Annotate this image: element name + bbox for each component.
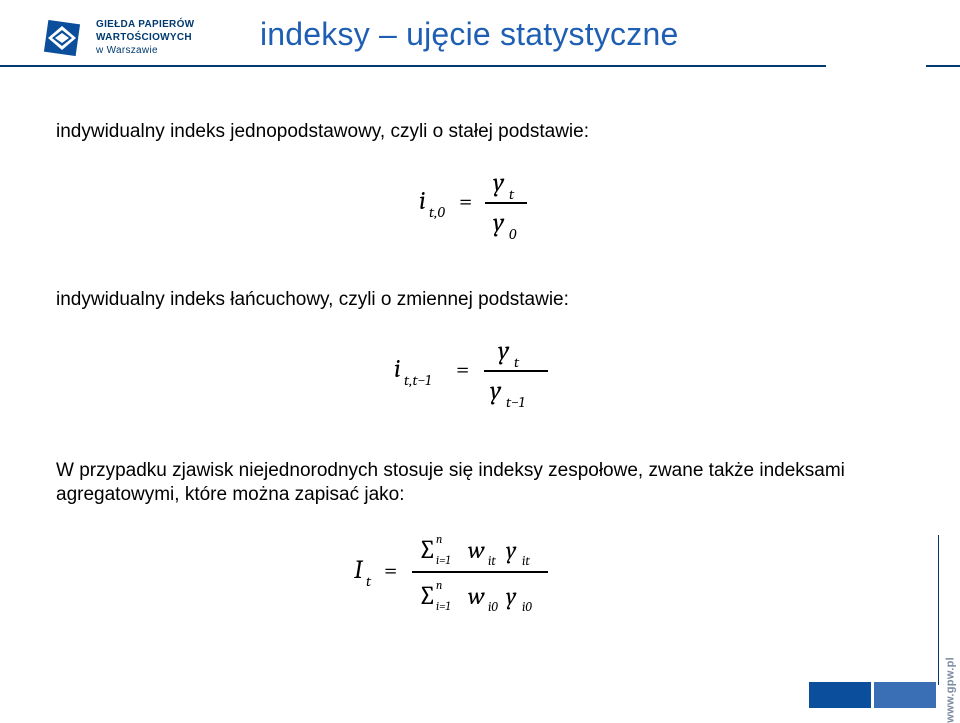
divider-top	[0, 65, 960, 67]
svg-text:i0: i0	[522, 600, 532, 615]
sidebar-url-text: www.gpw.pl	[945, 657, 957, 723]
svg-text:∑: ∑	[418, 581, 436, 611]
svg-text:t: t	[366, 572, 372, 590]
svg-text:I: I	[354, 555, 364, 585]
svg-text:i0: i0	[488, 600, 498, 615]
svg-text:i=1: i=1	[436, 553, 451, 567]
footer-box-2	[874, 682, 936, 708]
svg-text:∑: ∑	[418, 535, 436, 565]
svg-text:n: n	[436, 532, 442, 546]
svg-text:y: y	[506, 582, 517, 610]
svg-text:w: w	[468, 582, 485, 610]
formula-2: i t,t−1 = y t y t−1	[56, 333, 904, 417]
svg-text:i: i	[419, 186, 426, 216]
paragraph-3: W przypadku zjawisk niejednorodnych stos…	[56, 459, 904, 508]
footer-box-1	[809, 682, 871, 708]
svg-text:n: n	[436, 578, 442, 592]
brand-logo: GIEŁDA PAPIERÓW WARTOŚCIOWYCH w Warszawi…	[40, 18, 194, 57]
svg-text:it: it	[522, 554, 530, 569]
svg-text:w: w	[468, 536, 485, 564]
svg-text:t: t	[509, 185, 515, 203]
svg-text:i: i	[394, 354, 401, 384]
page-title: indeksy – ujęcie statystyczne	[260, 16, 678, 53]
svg-text:it: it	[488, 554, 496, 569]
svg-text:=: =	[459, 187, 472, 215]
svg-text:y: y	[506, 536, 517, 564]
svg-text:y: y	[498, 336, 510, 366]
logo-text-line-1: GIEŁDA PAPIERÓW	[96, 18, 194, 31]
svg-text:=: =	[384, 556, 397, 584]
svg-text:t,0: t,0	[429, 203, 445, 221]
svg-text:i=1: i=1	[436, 599, 451, 613]
svg-text:t,t−1: t,t−1	[404, 371, 431, 389]
svg-text:=: =	[456, 355, 469, 383]
formula-3: I t = ∑ n i=1 w it y it ∑ n i=1 w	[56, 528, 904, 624]
svg-text:y: y	[493, 208, 505, 238]
sidebar-url: www.gpw.pl	[938, 535, 960, 685]
svg-text:y: y	[493, 168, 505, 198]
logo-text-line-3: w Warszawie	[96, 44, 194, 57]
logo-mark-icon	[40, 20, 88, 56]
svg-text:t−1: t−1	[506, 393, 525, 409]
svg-text:y: y	[490, 376, 502, 406]
paragraph-1: indywidualny indeks jednopodstawowy, czy…	[56, 120, 904, 145]
svg-text:t: t	[514, 353, 520, 371]
logo-text-line-2: WARTOŚCIOWYCH	[96, 31, 194, 44]
body-content: indywidualny indeks jednopodstawowy, czy…	[56, 120, 904, 666]
footer-accent-boxes	[809, 682, 936, 708]
formula-1: i t,0 = y t y 0	[56, 165, 904, 247]
paragraph-2: indywidualny indeks łańcuchowy, czyli o …	[56, 288, 904, 313]
svg-text:0: 0	[509, 225, 517, 239]
